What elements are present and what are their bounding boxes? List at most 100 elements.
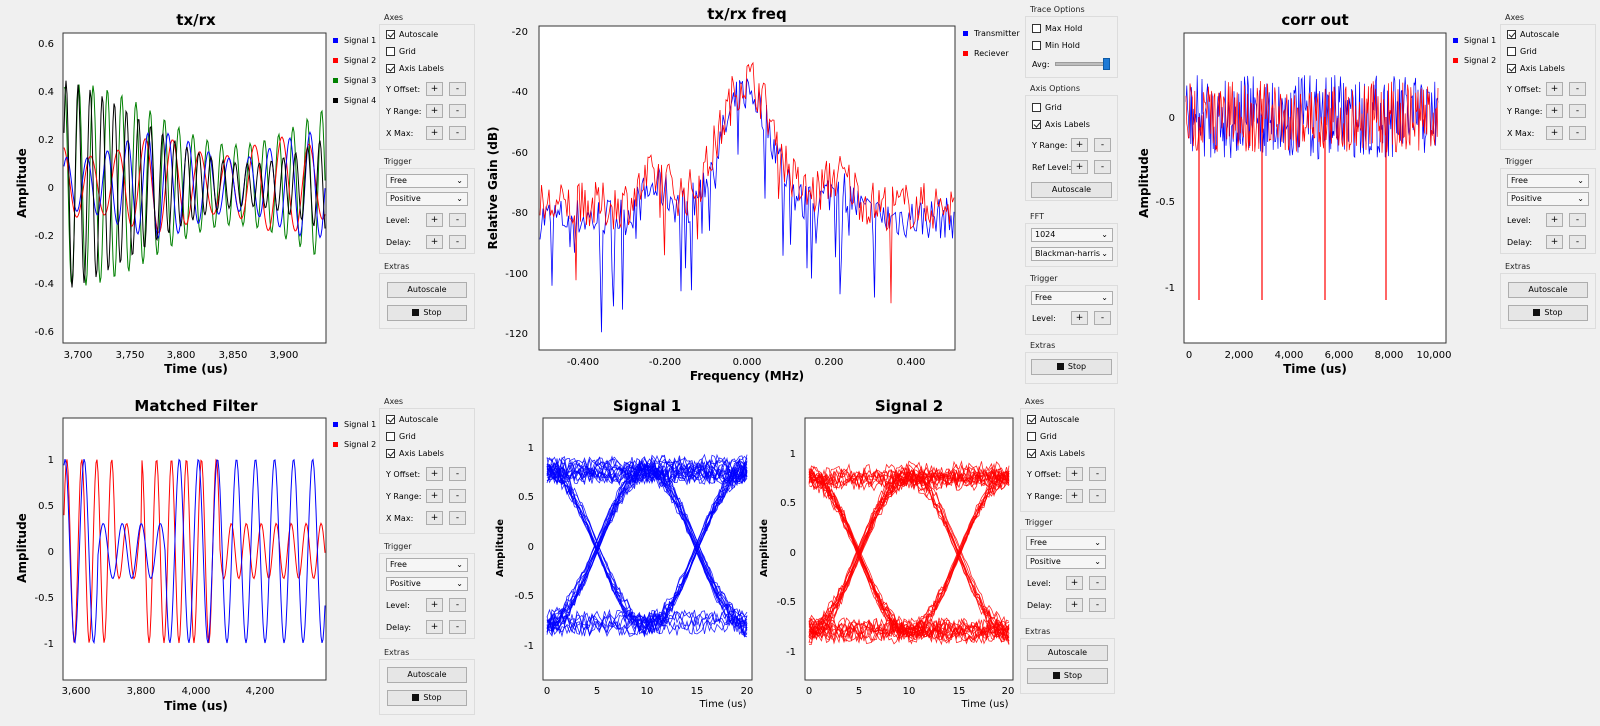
- y-range-plus-button[interactable]: +: [1071, 138, 1088, 152]
- autoscale-button[interactable]: Autoscale: [387, 667, 467, 683]
- x-max-plus-button[interactable]: +: [426, 511, 443, 525]
- trigger-mode-select[interactable]: Free ⌄: [1031, 291, 1113, 305]
- trigger-level-plus-button[interactable]: +: [1066, 576, 1083, 590]
- checkbox-checked-icon[interactable]: [386, 449, 395, 458]
- axis-labels-checkbox[interactable]: Axis Labels: [1027, 449, 1085, 458]
- y-range-minus-button[interactable]: -: [449, 489, 466, 503]
- trigger-delay-plus-button[interactable]: +: [1066, 598, 1083, 612]
- trigger-level-plus-button[interactable]: +: [426, 598, 443, 612]
- autoscale-checkbox[interactable]: Autoscale: [1027, 415, 1079, 424]
- checkbox-checked-icon[interactable]: [386, 64, 395, 73]
- checkbox-unchecked-icon[interactable]: [1032, 103, 1041, 112]
- autoscale-checkbox[interactable]: Autoscale: [386, 30, 438, 39]
- trigger-delay-minus-button[interactable]: -: [1089, 598, 1106, 612]
- ref-level-minus-button[interactable]: -: [1094, 160, 1111, 174]
- max-hold-checkbox[interactable]: Max Hold: [1032, 24, 1082, 33]
- fft-window-select[interactable]: Blackman-harris ⌄: [1031, 247, 1113, 261]
- y-range-minus-button[interactable]: -: [1094, 138, 1111, 152]
- grid-checkbox[interactable]: Grid: [1507, 47, 1537, 56]
- trigger-mode-select[interactable]: Free ⌄: [386, 174, 468, 188]
- corr-plot-area[interactable]: [1183, 32, 1447, 344]
- y-offset-minus-button[interactable]: -: [1089, 467, 1106, 481]
- checkbox-unchecked-icon[interactable]: [1032, 41, 1041, 50]
- trigger-delay-minus-button[interactable]: -: [449, 620, 466, 634]
- autoscale-button[interactable]: Autoscale: [387, 282, 467, 298]
- trigger-delay-plus-button[interactable]: +: [426, 620, 443, 634]
- y-range-minus-button[interactable]: -: [1569, 104, 1586, 118]
- stop-button[interactable]: Stop: [1031, 359, 1112, 375]
- y-offset-minus-button[interactable]: -: [449, 82, 466, 96]
- autoscale-checkbox[interactable]: Autoscale: [1507, 30, 1559, 39]
- checkbox-checked-icon[interactable]: [1027, 449, 1036, 458]
- trigger-mode-select[interactable]: Free ⌄: [1026, 536, 1106, 550]
- x-max-minus-button[interactable]: -: [449, 126, 466, 140]
- trigger-level-plus-button[interactable]: +: [426, 213, 443, 227]
- y-offset-plus-button[interactable]: +: [1066, 467, 1083, 481]
- trigger-level-minus-button[interactable]: -: [449, 598, 466, 612]
- y-range-plus-button[interactable]: +: [426, 489, 443, 503]
- stop-button[interactable]: Stop: [1508, 305, 1588, 321]
- trigger-slope-select[interactable]: Positive ⌄: [386, 192, 468, 206]
- trigger-level-minus-button[interactable]: -: [1089, 576, 1106, 590]
- ref-level-plus-button[interactable]: +: [1071, 160, 1088, 174]
- grid-checkbox[interactable]: Grid: [386, 47, 416, 56]
- axis-labels-checkbox[interactable]: Axis Labels: [1507, 64, 1565, 73]
- autoscale-button[interactable]: Autoscale: [1508, 282, 1588, 298]
- checkbox-unchecked-icon[interactable]: [1507, 47, 1516, 56]
- y-range-minus-button[interactable]: -: [449, 104, 466, 118]
- trigger-level-minus-button[interactable]: -: [1094, 311, 1111, 325]
- checkbox-checked-icon[interactable]: [386, 30, 395, 39]
- trigger-slope-select[interactable]: Positive ⌄: [386, 577, 468, 591]
- trigger-delay-minus-button[interactable]: -: [1569, 235, 1586, 249]
- checkbox-checked-icon[interactable]: [1032, 120, 1041, 129]
- eye1-plot-area[interactable]: [542, 417, 753, 681]
- checkbox-unchecked-icon[interactable]: [386, 432, 395, 441]
- trigger-level-plus-button[interactable]: +: [1071, 311, 1088, 325]
- axis-labels-checkbox[interactable]: Axis Labels: [1032, 120, 1090, 129]
- y-range-plus-button[interactable]: +: [1546, 104, 1563, 118]
- trigger-slope-select[interactable]: Positive ⌄: [1026, 555, 1106, 569]
- y-offset-plus-button[interactable]: +: [426, 82, 443, 96]
- checkbox-unchecked-icon[interactable]: [1032, 24, 1041, 33]
- trigger-delay-minus-button[interactable]: -: [449, 235, 466, 249]
- axis-labels-checkbox[interactable]: Axis Labels: [386, 64, 444, 73]
- slider-handle[interactable]: [1103, 58, 1110, 70]
- checkbox-checked-icon[interactable]: [1027, 415, 1036, 424]
- x-max-plus-button[interactable]: +: [426, 126, 443, 140]
- axis-labels-checkbox[interactable]: Axis Labels: [386, 449, 444, 458]
- y-range-minus-button[interactable]: -: [1089, 489, 1106, 503]
- y-range-plus-button[interactable]: +: [426, 104, 443, 118]
- x-max-plus-button[interactable]: +: [1546, 126, 1563, 140]
- y-range-plus-button[interactable]: +: [1066, 489, 1083, 503]
- trigger-mode-select[interactable]: Free ⌄: [386, 558, 468, 572]
- min-hold-checkbox[interactable]: Min Hold: [1032, 41, 1080, 50]
- y-offset-minus-button[interactable]: -: [449, 467, 466, 481]
- y-offset-minus-button[interactable]: -: [1569, 82, 1586, 96]
- avg-slider[interactable]: [1055, 58, 1110, 70]
- autoscale-button[interactable]: Autoscale: [1031, 182, 1112, 198]
- y-offset-plus-button[interactable]: +: [1546, 82, 1563, 96]
- stop-button[interactable]: Stop: [387, 690, 467, 706]
- checkbox-unchecked-icon[interactable]: [386, 47, 395, 56]
- trigger-delay-plus-button[interactable]: +: [1546, 235, 1563, 249]
- trigger-level-plus-button[interactable]: +: [1546, 213, 1563, 227]
- x-max-minus-button[interactable]: -: [1569, 126, 1586, 140]
- autoscale-button[interactable]: Autoscale: [1027, 645, 1108, 661]
- trigger-mode-select[interactable]: Free ⌄: [1507, 174, 1589, 188]
- trigger-level-minus-button[interactable]: -: [1569, 213, 1586, 227]
- grid-checkbox[interactable]: Grid: [1027, 432, 1057, 441]
- trigger-level-minus-button[interactable]: -: [449, 213, 466, 227]
- checkbox-unchecked-icon[interactable]: [1027, 432, 1036, 441]
- checkbox-checked-icon[interactable]: [1507, 64, 1516, 73]
- stop-button[interactable]: Stop: [1027, 668, 1108, 684]
- y-offset-plus-button[interactable]: +: [426, 467, 443, 481]
- autoscale-checkbox[interactable]: Autoscale: [386, 415, 438, 424]
- grid-checkbox[interactable]: Grid: [386, 432, 416, 441]
- stop-button[interactable]: Stop: [387, 305, 467, 321]
- checkbox-checked-icon[interactable]: [386, 415, 395, 424]
- x-max-minus-button[interactable]: -: [449, 511, 466, 525]
- fft-size-select[interactable]: 1024 ⌄: [1031, 228, 1113, 242]
- trigger-slope-select[interactable]: Positive ⌄: [1507, 192, 1589, 206]
- trigger-delay-plus-button[interactable]: +: [426, 235, 443, 249]
- grid-checkbox[interactable]: Grid: [1032, 103, 1062, 112]
